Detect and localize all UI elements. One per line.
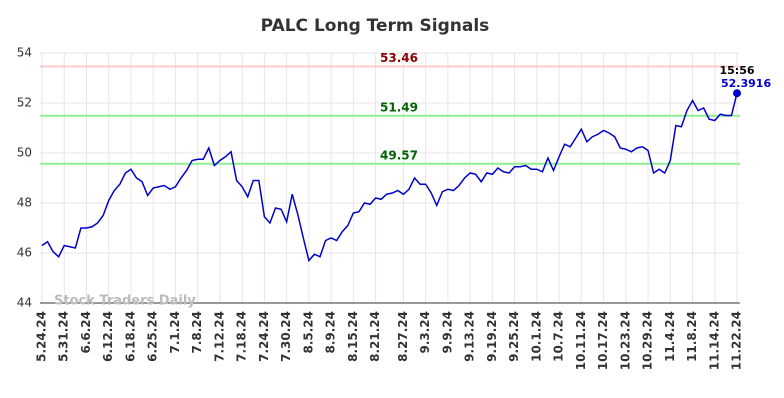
- last-value: 52.3916: [721, 77, 771, 90]
- x-tick-label: 7.18.24: [235, 311, 249, 362]
- x-tick-label: 7.1.24: [168, 311, 182, 354]
- x-tick-label: 6.25.24: [146, 311, 160, 362]
- x-tick-label: 11.22.24: [730, 311, 744, 370]
- last-point: [733, 89, 741, 98]
- x-tick-label: 7.8.24: [190, 311, 204, 354]
- watermark: Stock Traders Daily: [54, 294, 196, 309]
- x-tick-label: 6.12.24: [101, 311, 115, 362]
- x-tick-label: 9.19.24: [485, 311, 499, 362]
- signal-label: 53.46: [380, 51, 418, 65]
- x-tick-label: 10.17.24: [596, 311, 610, 370]
- x-tick-label: 10.1.24: [529, 311, 543, 362]
- x-tick-label: 8.21.24: [368, 311, 382, 362]
- y-tick-label: 48: [17, 196, 32, 210]
- y-tick-label: 50: [17, 146, 32, 160]
- x-tick-label: 10.7.24: [552, 311, 566, 362]
- y-tick-label: 52: [17, 96, 32, 110]
- y-tick-label: 46: [17, 246, 32, 260]
- signal-label: 51.49: [380, 100, 418, 114]
- x-tick-label: 11.8.24: [685, 311, 699, 362]
- x-tick-label: 11.4.24: [663, 311, 677, 362]
- x-tick-label: 6.6.24: [79, 311, 93, 354]
- x-tick-label: 8.9.24: [324, 311, 338, 354]
- x-tick-label: 9.9.24: [440, 311, 454, 354]
- x-tick-label: 6.18.24: [123, 311, 137, 362]
- price-line: [41, 93, 738, 263]
- chart-title: PALC Long Term Signals: [261, 16, 490, 36]
- x-tick-label: 10.23.24: [618, 311, 632, 370]
- x-tick-label: 10.11.24: [574, 311, 588, 370]
- x-tick-label: 9.13.24: [463, 311, 477, 362]
- x-tick-label: 7.12.24: [212, 311, 226, 362]
- x-tick-label: 10.29.24: [641, 311, 655, 370]
- x-tick-label: 5.31.24: [57, 311, 71, 362]
- y-tick-label: 44: [17, 296, 32, 310]
- x-tick-label: 7.24.24: [257, 311, 271, 362]
- y-tick-label: 54: [17, 46, 32, 60]
- x-tick-label: 8.5.24: [301, 311, 315, 354]
- x-tick-label: 9.3.24: [418, 311, 432, 354]
- x-tick-label: 9.25.24: [507, 311, 521, 362]
- x-tick-label: 5.24.24: [35, 311, 49, 362]
- last-time: 15:56: [719, 64, 754, 77]
- x-tick-label: 7.30.24: [279, 311, 293, 362]
- signal-label: 49.57: [380, 148, 418, 162]
- x-tick-label: 8.15.24: [346, 311, 360, 362]
- x-tick-label: 8.27.24: [396, 311, 410, 362]
- x-tick-label: 11.14.24: [707, 311, 721, 370]
